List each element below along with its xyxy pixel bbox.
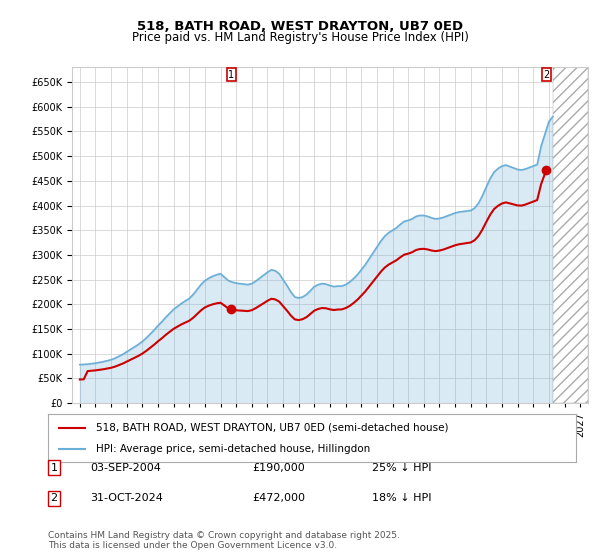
Text: 2: 2 — [50, 493, 58, 503]
Text: 25% ↓ HPI: 25% ↓ HPI — [372, 463, 431, 473]
Text: 31-OCT-2024: 31-OCT-2024 — [90, 493, 163, 503]
Text: 18% ↓ HPI: 18% ↓ HPI — [372, 493, 431, 503]
Text: HPI: Average price, semi-detached house, Hillingdon: HPI: Average price, semi-detached house,… — [95, 444, 370, 454]
Text: 03-SEP-2004: 03-SEP-2004 — [90, 463, 161, 473]
Text: 1: 1 — [50, 463, 58, 473]
Text: 518, BATH ROAD, WEST DRAYTON, UB7 0ED: 518, BATH ROAD, WEST DRAYTON, UB7 0ED — [137, 20, 463, 32]
Text: 2: 2 — [543, 69, 550, 80]
Text: £190,000: £190,000 — [252, 463, 305, 473]
Text: Price paid vs. HM Land Registry's House Price Index (HPI): Price paid vs. HM Land Registry's House … — [131, 31, 469, 44]
Text: 1: 1 — [228, 69, 234, 80]
Text: £472,000: £472,000 — [252, 493, 305, 503]
Text: Contains HM Land Registry data © Crown copyright and database right 2025.
This d: Contains HM Land Registry data © Crown c… — [48, 530, 400, 550]
Text: 518, BATH ROAD, WEST DRAYTON, UB7 0ED (semi-detached house): 518, BATH ROAD, WEST DRAYTON, UB7 0ED (s… — [95, 423, 448, 433]
